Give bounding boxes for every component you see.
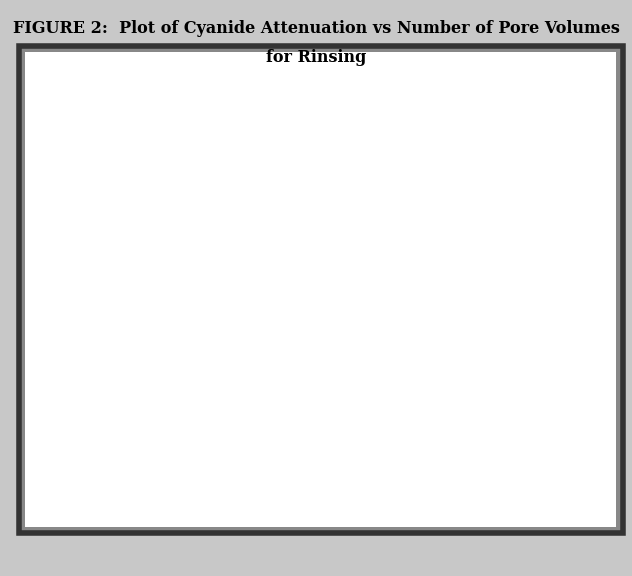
X-axis label: # of Pore Volumes: # of Pore Volumes	[289, 523, 412, 536]
Text: FIGURE 2:  Plot of Cyanide Attenuation vs Number of Pore Volumes: FIGURE 2: Plot of Cyanide Attenuation vs…	[13, 20, 619, 37]
Text: for Rinsing: for Rinsing	[266, 49, 366, 66]
Y-axis label: Concentration of Total Cyanide (ppm) (log₁₀ scale): Concentration of Total Cyanide (ppm) (lo…	[44, 134, 57, 471]
